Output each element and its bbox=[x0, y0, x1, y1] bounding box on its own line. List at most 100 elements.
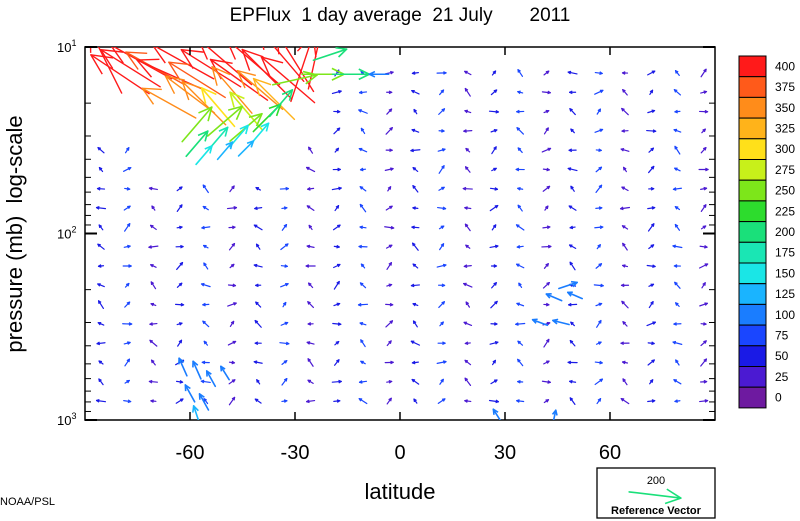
field-vector bbox=[438, 283, 446, 288]
field-vector bbox=[568, 244, 577, 250]
flux-vector bbox=[250, 122, 270, 145]
flux-vector bbox=[220, 365, 230, 381]
field-vector bbox=[699, 109, 709, 114]
field-vector bbox=[517, 147, 523, 154]
field-vector bbox=[620, 283, 630, 288]
field-vector bbox=[150, 264, 157, 268]
field-vector bbox=[149, 322, 158, 326]
colorbar-label: 250 bbox=[775, 184, 795, 198]
field-vector bbox=[569, 261, 576, 271]
flux-vector bbox=[262, 47, 305, 82]
field-vector bbox=[176, 282, 183, 288]
field-vector bbox=[647, 399, 656, 403]
field-vector bbox=[701, 282, 706, 289]
flux-vector bbox=[566, 291, 584, 300]
field-vector bbox=[123, 399, 132, 404]
field-vector bbox=[98, 378, 104, 386]
field-vector bbox=[148, 245, 159, 249]
field-vector bbox=[228, 242, 236, 251]
x-tick-label: 60 bbox=[599, 442, 621, 464]
field-vector bbox=[386, 283, 393, 288]
field-vector bbox=[280, 282, 289, 288]
field-vector bbox=[516, 399, 525, 403]
field-vector bbox=[148, 186, 158, 191]
field-vector bbox=[386, 262, 392, 270]
flux-vector bbox=[241, 48, 293, 100]
field-vector bbox=[543, 127, 549, 135]
field-vector bbox=[464, 206, 472, 210]
field-vector bbox=[439, 243, 445, 251]
field-vector bbox=[123, 341, 131, 345]
field-vector bbox=[593, 283, 604, 288]
colorbar-swatch bbox=[738, 366, 767, 388]
flux-vector bbox=[184, 384, 196, 403]
field-vector bbox=[700, 322, 707, 326]
field-vector bbox=[595, 341, 602, 345]
field-vector bbox=[699, 399, 709, 403]
field-vector bbox=[176, 204, 183, 212]
field-vector bbox=[516, 263, 525, 269]
field-vector bbox=[227, 302, 237, 307]
field-vector bbox=[281, 223, 288, 231]
field-vector bbox=[491, 224, 497, 231]
field-vector bbox=[97, 146, 105, 154]
flux-vector bbox=[290, 47, 317, 103]
field-vector bbox=[623, 166, 627, 173]
field-vector bbox=[176, 186, 183, 192]
colorbar-label: 175 bbox=[775, 246, 795, 260]
field-vector bbox=[541, 90, 551, 95]
field-vector bbox=[412, 302, 419, 307]
field-vector bbox=[149, 224, 157, 231]
field-vector bbox=[517, 204, 523, 212]
field-vector bbox=[675, 302, 680, 307]
field-vector bbox=[490, 322, 498, 326]
field-vector bbox=[279, 186, 289, 191]
field-vector bbox=[619, 206, 631, 211]
field-vector bbox=[412, 206, 419, 210]
field-vector bbox=[228, 396, 236, 406]
flux-vector bbox=[181, 80, 227, 126]
field-vector bbox=[543, 302, 550, 307]
field-vector bbox=[464, 223, 471, 232]
field-vector bbox=[672, 340, 683, 345]
field-vector bbox=[648, 283, 655, 287]
field-vector bbox=[124, 223, 131, 232]
field-vector bbox=[436, 71, 447, 75]
field-vector bbox=[255, 301, 262, 308]
colorbar-swatch bbox=[738, 221, 767, 243]
reference-vector-arrow bbox=[628, 488, 682, 505]
field-vector bbox=[674, 109, 681, 114]
field-vector bbox=[698, 167, 709, 172]
field-vector bbox=[201, 360, 210, 365]
field-vector bbox=[674, 281, 681, 289]
field-vector bbox=[647, 341, 655, 346]
field-vector bbox=[413, 108, 418, 115]
colorbar-swatch bbox=[738, 179, 767, 202]
field-vector bbox=[202, 205, 209, 211]
flux-vector bbox=[195, 145, 213, 166]
field-vector bbox=[647, 359, 655, 366]
field-vector bbox=[699, 302, 708, 307]
field-vector bbox=[95, 206, 107, 210]
colorbar-label: 0 bbox=[775, 391, 782, 405]
field-vector bbox=[255, 283, 262, 288]
field-vector bbox=[543, 399, 550, 404]
field-vector bbox=[700, 146, 707, 154]
field-vector bbox=[334, 147, 340, 153]
colorbar-label: 125 bbox=[775, 287, 795, 301]
field-vector bbox=[360, 360, 366, 365]
field-vector bbox=[175, 244, 184, 249]
field-vector bbox=[491, 282, 497, 289]
field-vector bbox=[227, 283, 237, 288]
field-vector bbox=[280, 264, 288, 268]
field-vector bbox=[489, 341, 499, 345]
field-vector bbox=[517, 340, 524, 346]
field-vector bbox=[384, 360, 394, 365]
field-vector bbox=[385, 302, 394, 307]
flux-vector bbox=[531, 318, 549, 327]
field-vector bbox=[516, 127, 524, 135]
field-vector bbox=[438, 301, 445, 309]
field-vector bbox=[359, 225, 367, 230]
flux-vector bbox=[200, 87, 236, 128]
field-vector bbox=[594, 89, 604, 95]
